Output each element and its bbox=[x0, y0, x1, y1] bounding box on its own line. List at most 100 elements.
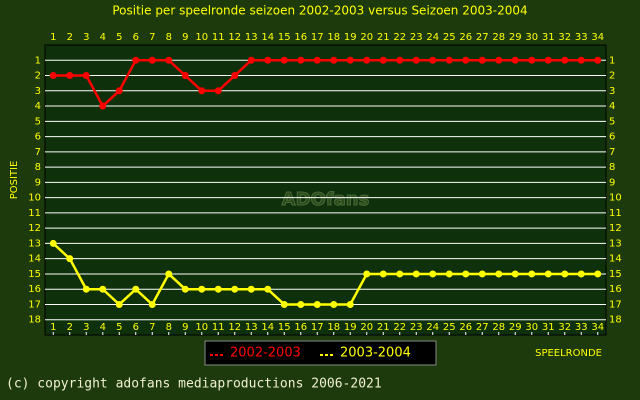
data-point bbox=[445, 56, 453, 64]
x-tick-label-top: 31 bbox=[542, 32, 555, 43]
data-point bbox=[132, 285, 140, 293]
data-point bbox=[82, 285, 90, 293]
data-point bbox=[346, 56, 354, 64]
data-point bbox=[231, 285, 239, 293]
x-tick-label: 18 bbox=[327, 322, 340, 333]
series-line bbox=[52, 242, 598, 307]
y-tick-label: 15 bbox=[28, 269, 41, 280]
data-point bbox=[412, 270, 420, 278]
x-tick-label: 14 bbox=[261, 322, 274, 333]
x-tick-label: 15 bbox=[278, 322, 291, 333]
x-tick-label: 17 bbox=[311, 322, 324, 333]
x-tick-label: 6 bbox=[133, 322, 139, 333]
x-tick-label: 32 bbox=[558, 322, 571, 333]
data-point bbox=[495, 270, 503, 278]
data-point bbox=[429, 270, 437, 278]
x-tick-label-top: 21 bbox=[377, 32, 390, 43]
legend-label: 2002-2003 bbox=[230, 346, 301, 361]
x-tick-label-top: 18 bbox=[327, 32, 340, 43]
x-tick-label-top: 29 bbox=[509, 32, 522, 43]
x-tick-label: 25 bbox=[443, 322, 456, 333]
data-point bbox=[165, 270, 173, 278]
data-point bbox=[561, 270, 569, 278]
data-point bbox=[214, 87, 222, 95]
series-line bbox=[53, 59, 598, 109]
x-tick-label-top: 9 bbox=[182, 32, 188, 43]
x-tick-label: 21 bbox=[377, 322, 390, 333]
x-tick-label: 26 bbox=[459, 322, 472, 333]
x-tick-label-top: 23 bbox=[410, 32, 423, 43]
data-point bbox=[313, 56, 321, 64]
data-point bbox=[115, 87, 123, 95]
x-tick-label: 31 bbox=[542, 322, 555, 333]
x-tick-label: 1 bbox=[50, 322, 56, 333]
y-tick-label: 12 bbox=[28, 223, 41, 234]
x-tick-label: 12 bbox=[228, 322, 241, 333]
y-tick-label-right: 9 bbox=[609, 177, 615, 188]
y-tick-label: 16 bbox=[28, 284, 41, 295]
data-point bbox=[247, 285, 255, 293]
x-tick-label: 4 bbox=[100, 322, 106, 333]
data-point bbox=[478, 56, 486, 64]
data-point bbox=[297, 56, 305, 64]
y-tick-label: 14 bbox=[28, 254, 41, 265]
y-tick-label-right: 6 bbox=[609, 132, 615, 143]
data-point bbox=[313, 300, 321, 308]
x-tick-label-top: 8 bbox=[166, 32, 172, 43]
data-point bbox=[478, 270, 486, 278]
x-tick-label-top: 24 bbox=[426, 32, 439, 43]
x-tick-label: 22 bbox=[393, 322, 406, 333]
data-point bbox=[264, 56, 272, 64]
data-point bbox=[330, 300, 338, 308]
y-tick-label: 7 bbox=[35, 147, 41, 158]
data-point bbox=[594, 56, 602, 64]
x-tick-label-top: 2 bbox=[67, 32, 73, 43]
y-tick-label: 17 bbox=[28, 299, 41, 310]
data-point bbox=[165, 56, 173, 64]
data-point bbox=[247, 56, 255, 64]
x-tick-label: 24 bbox=[426, 322, 439, 333]
data-point bbox=[379, 270, 387, 278]
data-point bbox=[264, 285, 272, 293]
x-tick-label-top: 30 bbox=[525, 32, 538, 43]
y-tick-label: 1 bbox=[35, 55, 41, 66]
y-tick-label-right: 1 bbox=[609, 55, 615, 66]
data-point bbox=[82, 72, 90, 80]
x-tick-label: 2 bbox=[67, 322, 73, 333]
watermark: ADOfans bbox=[282, 189, 370, 210]
copyright: (c) copyright adofans mediaproductions 2… bbox=[6, 377, 382, 392]
x-tick-label: 23 bbox=[410, 322, 423, 333]
y-tick-label-right: 16 bbox=[609, 284, 622, 295]
y-tick-label: 11 bbox=[28, 208, 41, 219]
data-point bbox=[561, 56, 569, 64]
data-point bbox=[594, 270, 602, 278]
x-tick-label-top: 15 bbox=[278, 32, 291, 43]
x-tick-label: 11 bbox=[212, 322, 225, 333]
data-point bbox=[495, 56, 503, 64]
data-point bbox=[363, 56, 371, 64]
x-tick-label-top: 6 bbox=[133, 32, 139, 43]
x-tick-label-top: 16 bbox=[294, 32, 307, 43]
y-tick-label-right: 8 bbox=[609, 162, 615, 173]
x-axis-label: SPEELRONDE bbox=[535, 348, 602, 359]
x-tick-label-top: 14 bbox=[261, 32, 274, 43]
data-point bbox=[330, 56, 338, 64]
y-tick-label: 4 bbox=[35, 101, 41, 112]
x-tick-label: 13 bbox=[245, 322, 258, 333]
data-point bbox=[346, 300, 354, 308]
y-tick-label: 6 bbox=[35, 132, 41, 143]
data-point bbox=[231, 72, 239, 80]
x-tick-label: 7 bbox=[149, 322, 155, 333]
x-tick-label-top: 10 bbox=[195, 32, 208, 43]
x-tick-label-top: 4 bbox=[100, 32, 106, 43]
x-tick-label-top: 27 bbox=[476, 32, 489, 43]
y-tick-label-right: 13 bbox=[609, 238, 622, 249]
data-point bbox=[544, 270, 552, 278]
data-point bbox=[49, 72, 57, 80]
data-point bbox=[511, 270, 519, 278]
y-tick-label-right: 15 bbox=[609, 269, 622, 280]
x-tick-label-top: 19 bbox=[344, 32, 357, 43]
data-point bbox=[297, 300, 305, 308]
x-tick-label: 19 bbox=[344, 322, 357, 333]
x-tick-label-top: 20 bbox=[360, 32, 373, 43]
